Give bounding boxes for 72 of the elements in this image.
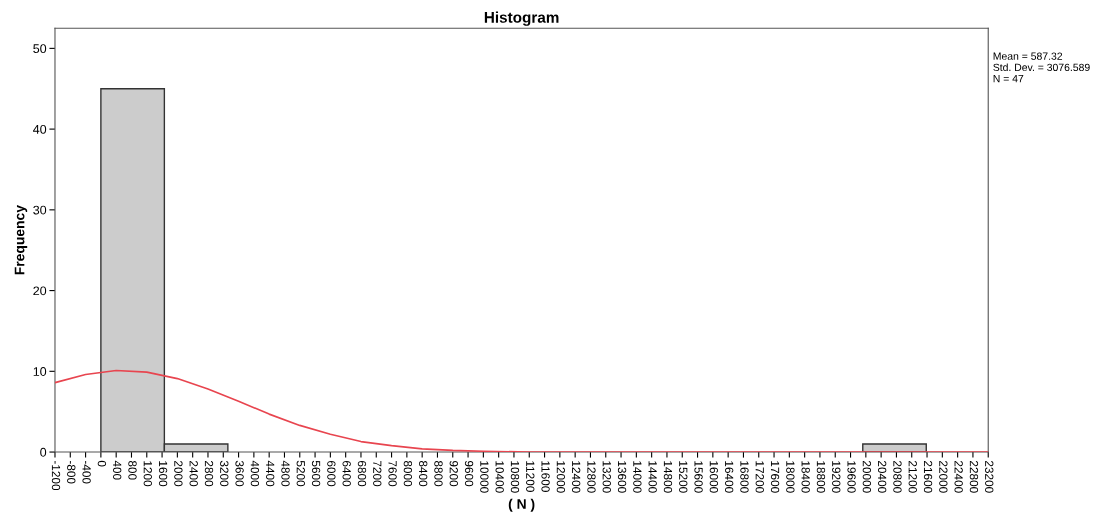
x-tick-label: 13600 xyxy=(617,461,627,493)
x-tick-label: 7200 xyxy=(373,460,382,487)
x-tick-label: 9200 xyxy=(449,460,458,487)
x-tick-label: 14000 xyxy=(633,461,642,493)
x-tick-label: 23200 xyxy=(985,460,994,493)
x-tick-label: 10800 xyxy=(510,461,520,493)
y-axis-title: Frequency xyxy=(14,205,28,275)
y-tick-label: 0 xyxy=(40,447,47,457)
x-tick-label: 2000 xyxy=(174,460,183,487)
x-tick-label: 19600 xyxy=(847,461,856,493)
x-tick-label: 10000 xyxy=(480,461,489,493)
x-tick-label: 4800 xyxy=(281,460,290,487)
x-tick-label: 20400 xyxy=(877,460,887,493)
x-tick-label: 3600 xyxy=(235,460,244,487)
x-tick-label: 17600 xyxy=(770,461,780,493)
x-tick-label: 14800 xyxy=(663,461,673,493)
x-axis-title: ( N ) xyxy=(508,498,535,512)
x-tick-label: 9600 xyxy=(464,460,474,487)
x-tick-label: 15200 xyxy=(679,461,688,493)
x-tick-label: 14400 xyxy=(648,461,657,493)
x-tick-label: 8000 xyxy=(403,460,413,487)
x-tick-label: 3200 xyxy=(220,460,229,487)
x-tick-label: 18800 xyxy=(816,461,826,493)
x-tick-label: 20800 xyxy=(893,460,902,493)
y-tick-label: 50 xyxy=(33,44,47,54)
x-tick-label: 8800 xyxy=(434,460,443,487)
x-tick-label: 800 xyxy=(128,460,137,480)
x-tick-label: 2800 xyxy=(204,460,214,487)
x-tick-label: 6800 xyxy=(357,460,367,487)
x-tick-label: 11600 xyxy=(541,461,550,492)
x-tick-label: 6000 xyxy=(327,460,336,487)
x-tick-label: 11200 xyxy=(526,461,535,492)
x-tick-label: 8400 xyxy=(418,460,428,487)
x-tick-label: 400 xyxy=(113,460,122,480)
x-tick-label: 2400 xyxy=(189,460,198,487)
x-tick-label: 18000 xyxy=(786,461,795,493)
x-tick-label: 21600 xyxy=(923,460,933,493)
y-tick-label: 40 xyxy=(33,124,47,134)
x-tick-label: 16400 xyxy=(724,461,734,493)
x-tick-label: 5200 xyxy=(296,460,305,487)
x-tick-label: 13200 xyxy=(602,461,611,493)
x-tick-label: 12000 xyxy=(556,461,566,493)
x-tick-label: 22400 xyxy=(954,460,963,493)
x-tick-label: 1600 xyxy=(158,461,168,487)
x-tick-label: 21200 xyxy=(908,460,917,493)
x-tick-label: 16800 xyxy=(740,461,749,493)
x-tick-label: -800 xyxy=(67,460,76,484)
x-tick-label: 16000 xyxy=(709,461,719,493)
x-tick-label: 4400 xyxy=(266,460,275,487)
x-tick-label: 12400 xyxy=(571,461,581,493)
x-tick-label: 7600 xyxy=(388,460,397,487)
x-tick-label: 5600 xyxy=(311,460,321,487)
x-tick-label: 22000 xyxy=(939,460,948,493)
x-tick-label: 4000 xyxy=(250,460,260,487)
x-tick-label: 18400 xyxy=(801,461,810,493)
x-tick-label: 10400 xyxy=(495,461,504,493)
x-tick-label: 22800 xyxy=(969,460,979,493)
y-tick-label: 10 xyxy=(33,367,47,376)
x-tick-label: -400 xyxy=(82,460,91,484)
x-tick-label: 19200 xyxy=(832,461,841,493)
y-tick-label: 30 xyxy=(33,205,47,215)
x-tick-label: 12800 xyxy=(587,461,596,493)
x-tick-label: 0 xyxy=(97,460,107,467)
x-tick-label: 20000 xyxy=(862,460,872,493)
chart-title: Histogram xyxy=(484,11,559,26)
x-tick-label: 1200 xyxy=(143,461,152,487)
text: Mean = 587.32 Std. Dev. = 3076.589 N = 47 xyxy=(993,52,1090,83)
x-tick-label: 6400 xyxy=(342,460,351,487)
y-tick-label: 20 xyxy=(33,286,47,296)
x-tick-label: -1200 xyxy=(51,460,61,491)
x-tick-label: 17200 xyxy=(755,461,764,493)
x-tick-label: 15600 xyxy=(694,461,703,493)
